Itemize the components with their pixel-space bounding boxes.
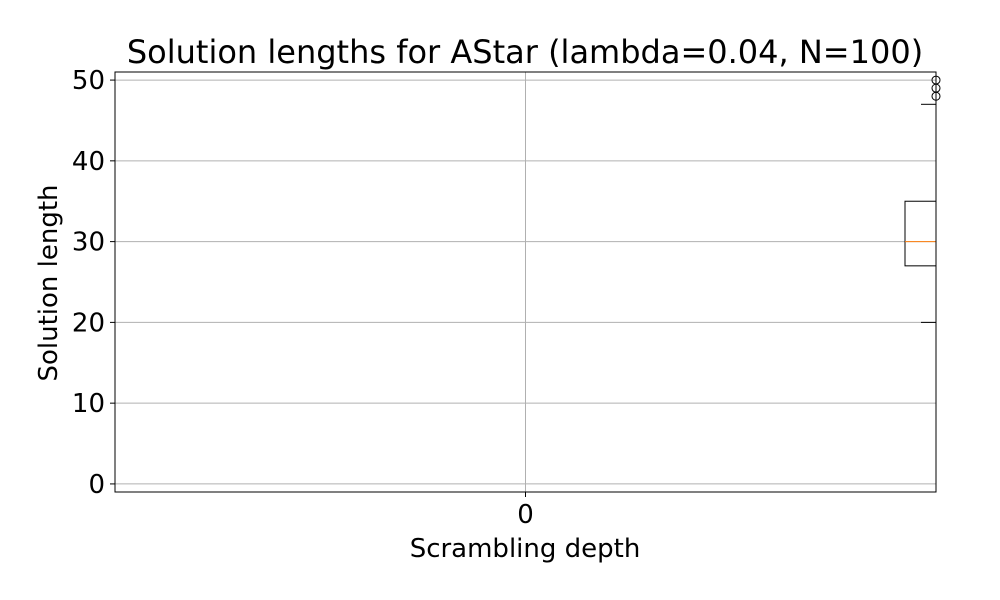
y-axis-label: Solution length	[34, 184, 64, 381]
y-tick-label: 0	[88, 470, 105, 500]
box-layer	[904, 75, 941, 323]
box-iqr	[904, 200, 937, 267]
y-tick-label: 40	[72, 147, 105, 177]
y-tick-label: 20	[72, 308, 105, 338]
x-axis-label: Scrambling depth	[410, 534, 641, 564]
x-tick-label: 0	[517, 500, 534, 530]
x-axis-ticks: 0	[517, 492, 534, 530]
y-tick-label: 50	[72, 66, 105, 96]
y-tick-label: 30	[72, 228, 105, 258]
chart-title: Solution lengths for AStar (lambda=0.04,…	[127, 33, 923, 71]
y-tick-label: 10	[72, 389, 105, 419]
y-axis-ticks: 0 10 20 30 40 50	[72, 66, 115, 500]
grid-lines	[115, 72, 936, 492]
